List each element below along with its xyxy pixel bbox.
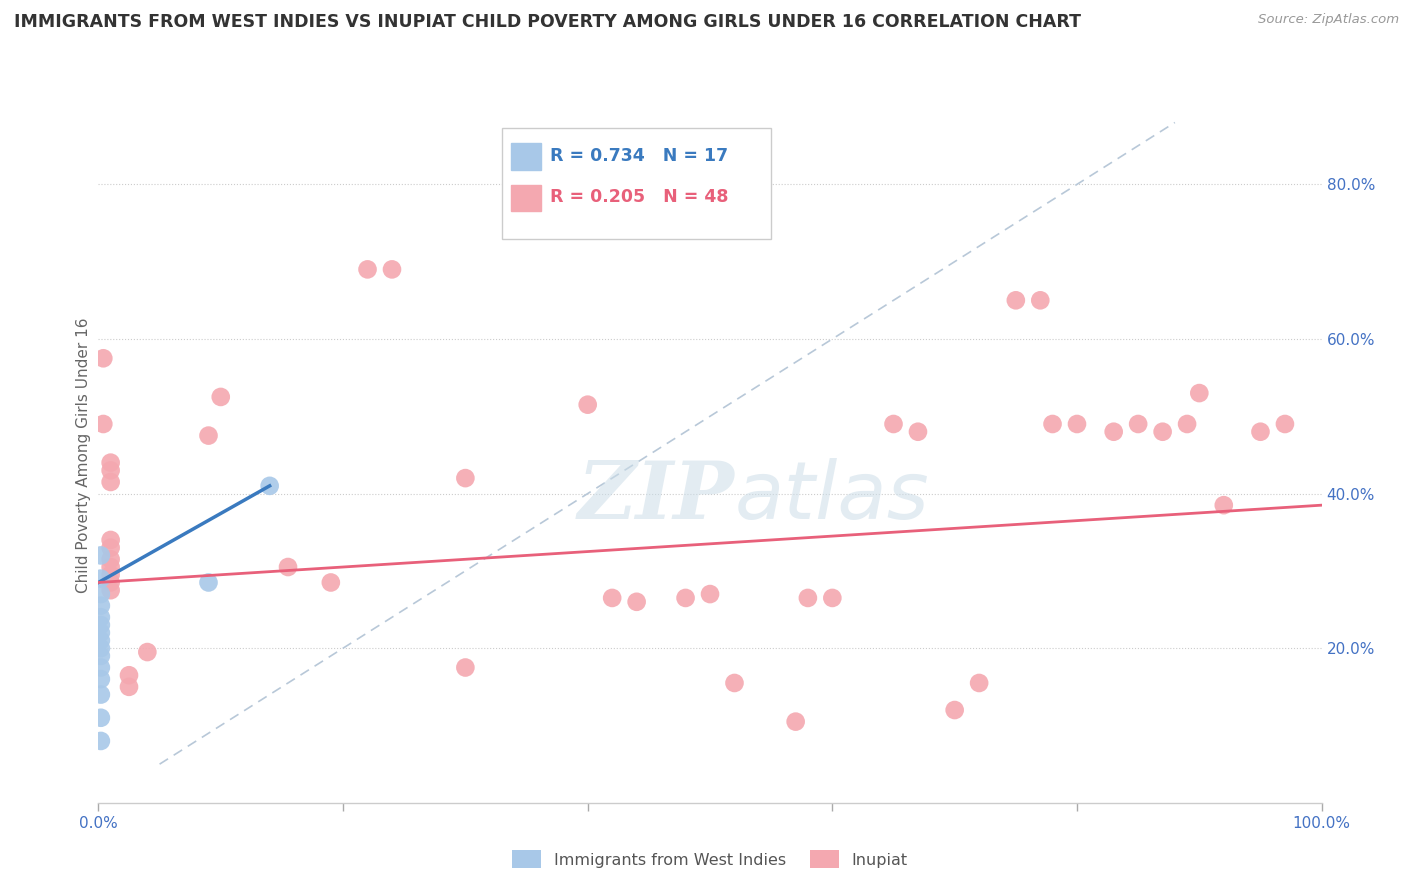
Point: [90, 549, 112, 563]
Point: [90, 587, 112, 601]
Point: [626, 595, 648, 609]
Point: [100, 567, 122, 582]
Point: [100, 552, 122, 566]
Point: [118, 668, 141, 682]
Text: IMMIGRANTS FROM WEST INDIES VS INUPIAT CHILD POVERTY AMONG GIRLS UNDER 16 CORREL: IMMIGRANTS FROM WEST INDIES VS INUPIAT C…: [14, 13, 1081, 31]
Point: [90, 610, 112, 624]
Point: [100, 475, 122, 489]
Point: [118, 680, 141, 694]
Point: [1102, 425, 1125, 439]
Point: [90, 641, 112, 656]
Point: [91, 351, 114, 366]
Point: [785, 714, 807, 729]
FancyBboxPatch shape: [502, 128, 772, 239]
Point: [967, 676, 990, 690]
Point: [1249, 425, 1271, 439]
Point: [90, 711, 112, 725]
Point: [356, 262, 378, 277]
Point: [1152, 425, 1174, 439]
Point: [90, 599, 112, 613]
Point: [100, 463, 122, 477]
Point: [319, 575, 342, 590]
Point: [675, 591, 697, 605]
Point: [100, 533, 122, 547]
Point: [90, 625, 112, 640]
Point: [90, 618, 112, 632]
Point: [883, 417, 905, 431]
Point: [90, 648, 112, 663]
Point: [100, 583, 122, 598]
Point: [1066, 417, 1088, 431]
Bar: [510, 144, 541, 169]
Point: [454, 471, 477, 485]
Point: [100, 575, 122, 590]
Text: Source: ZipAtlas.com: Source: ZipAtlas.com: [1258, 13, 1399, 27]
Point: [1188, 386, 1211, 401]
Point: [197, 428, 219, 442]
Point: [600, 591, 623, 605]
Point: [1128, 417, 1150, 431]
Point: [90, 672, 112, 686]
Point: [277, 560, 299, 574]
Point: [943, 703, 966, 717]
Point: [1042, 417, 1064, 431]
Point: [100, 456, 122, 470]
Y-axis label: Child Poverty Among Girls Under 16: Child Poverty Among Girls Under 16: [76, 318, 91, 592]
Point: [821, 591, 844, 605]
Point: [90, 572, 112, 586]
Point: [259, 479, 281, 493]
Point: [100, 560, 122, 574]
Point: [576, 398, 599, 412]
Point: [136, 645, 159, 659]
Text: ZIP: ZIP: [578, 458, 734, 535]
Point: [90, 633, 112, 648]
Point: [197, 575, 219, 590]
Point: [91, 417, 114, 431]
Point: [209, 390, 232, 404]
Point: [90, 660, 112, 674]
Point: [1029, 293, 1052, 308]
Point: [1004, 293, 1026, 308]
Point: [454, 660, 477, 674]
Point: [90, 688, 112, 702]
Point: [1175, 417, 1198, 431]
Text: R = 0.734   N = 17: R = 0.734 N = 17: [550, 147, 728, 165]
Point: [907, 425, 929, 439]
Point: [1274, 417, 1296, 431]
Text: R = 0.205   N = 48: R = 0.205 N = 48: [550, 188, 728, 206]
Point: [100, 541, 122, 555]
Point: [90, 734, 112, 748]
Point: [797, 591, 820, 605]
Text: atlas: atlas: [734, 458, 929, 536]
Point: [723, 676, 745, 690]
Bar: [510, 185, 541, 211]
Point: [699, 587, 721, 601]
Legend: Immigrants from West Indies, Inupiat: Immigrants from West Indies, Inupiat: [506, 844, 914, 875]
Point: [1212, 498, 1234, 512]
Point: [381, 262, 404, 277]
